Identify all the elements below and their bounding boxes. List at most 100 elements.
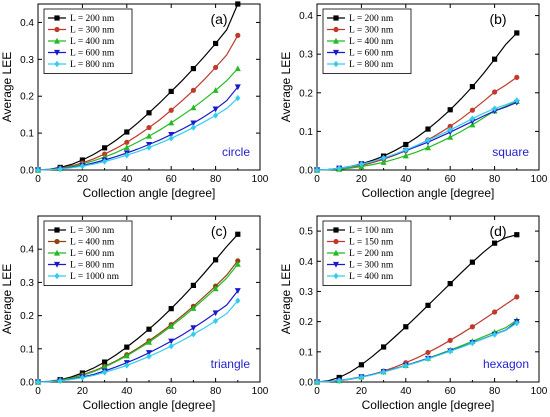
legend: L = 200 nm L = 300 nmL = 400 nm L = 600 nm… <box>43 8 133 74</box>
y-tick-label: 0.0 <box>299 166 313 177</box>
series-group <box>314 319 520 386</box>
series-line <box>316 319 518 383</box>
x-tick-label: 40 <box>121 386 133 397</box>
legend-entry: L = 150 nm <box>349 238 394 248</box>
data-point <box>102 145 108 151</box>
data-point <box>447 133 454 140</box>
data-point <box>358 362 364 368</box>
legend: L = 300 nm L = 400 nmL = 600 nm L = 800 nm… <box>43 220 133 286</box>
y-tick-label: 0.1 <box>20 129 34 140</box>
data-point <box>380 159 387 165</box>
legend-entry: L = 100 nm <box>349 226 394 236</box>
data-point <box>235 231 241 237</box>
legend-entry: L = 200 nm <box>70 14 115 24</box>
data-point <box>403 324 409 330</box>
series-group <box>35 297 241 386</box>
data-point <box>235 258 241 264</box>
data-point <box>146 132 152 139</box>
x-tick-label: 60 <box>166 386 178 397</box>
y-tick-label: 0.3 <box>20 278 34 289</box>
legend-swatch-marker <box>54 49 60 56</box>
data-point <box>213 257 219 263</box>
legend-entry: L = 1000 nm <box>70 272 120 282</box>
y-tick-label: 0.3 <box>299 287 313 298</box>
data-point <box>190 325 197 332</box>
data-point <box>469 84 475 90</box>
data-point <box>425 349 431 356</box>
data-point <box>35 166 41 174</box>
series-group <box>314 97 520 174</box>
data-point <box>469 339 475 347</box>
y-tick-label: 0.2 <box>20 92 34 103</box>
panel-letter: (b) <box>489 11 506 27</box>
data-point <box>190 87 196 93</box>
data-point <box>146 326 152 332</box>
x-tick-label: 100 <box>531 386 548 397</box>
y-tick-label: 0.0 <box>20 378 34 389</box>
data-point <box>146 144 152 151</box>
data-point <box>425 302 431 308</box>
legend-entry: L = 400 nm <box>70 37 115 47</box>
x-tick-label: 60 <box>166 174 178 185</box>
series-line <box>37 290 239 383</box>
data-point <box>403 141 409 148</box>
shape-label: triangle <box>211 357 251 371</box>
series-group <box>314 74 520 173</box>
legend-entry: L = 800 nm <box>70 261 115 271</box>
data-point <box>234 260 241 267</box>
data-point <box>469 259 475 265</box>
legend-entry: L = 400 nm <box>349 272 394 282</box>
data-point <box>314 378 320 386</box>
data-point <box>235 94 241 102</box>
legend-swatch-marker <box>333 238 339 245</box>
data-point <box>314 166 320 174</box>
y-tick-label: 0.4 <box>20 245 34 256</box>
data-point <box>235 32 241 38</box>
data-point <box>469 324 475 330</box>
data-point <box>234 84 241 91</box>
shape-label: hexagon <box>483 357 529 371</box>
series-line <box>37 300 239 383</box>
y-tick-label: 0.1 <box>20 344 34 355</box>
legend-swatch-marker <box>54 249 60 256</box>
y-axis-title: Average LEE <box>279 52 293 123</box>
y-tick-label: 0.2 <box>299 317 313 328</box>
x-tick-label: 40 <box>400 386 412 397</box>
legend-entry: L = 300 nm <box>70 26 115 36</box>
data-point <box>57 377 63 385</box>
series-line <box>316 100 518 171</box>
series-line <box>37 35 239 171</box>
x-tick-label: 80 <box>210 174 222 185</box>
y-tick-label: 0.0 <box>299 378 313 389</box>
x-tick-label: 20 <box>356 174 368 185</box>
legend-swatch-marker <box>333 227 339 233</box>
x-tick-label: 0 <box>35 386 41 397</box>
y-tick-label: 0.4 <box>299 11 313 22</box>
y-tick-label: 0.1 <box>299 347 313 358</box>
data-point <box>101 363 108 370</box>
x-tick-label: 100 <box>252 386 269 397</box>
data-point <box>447 126 453 134</box>
legend-swatch-marker <box>54 261 60 268</box>
data-point <box>168 135 174 142</box>
data-point <box>425 144 431 151</box>
y-tick-label: 0.4 <box>299 257 313 268</box>
data-point <box>190 305 197 311</box>
chart-panel: 0 20 40 60 80 100 0.0 0.1 0.2 0.3 0.4 Collection an… <box>0 215 269 412</box>
data-point <box>168 342 174 350</box>
data-point <box>235 1 241 7</box>
data-point <box>425 137 431 144</box>
data-point <box>514 30 520 36</box>
data-point <box>168 107 174 113</box>
data-point <box>124 129 130 135</box>
y-tick-label: 0.2 <box>299 88 313 99</box>
data-point <box>336 165 342 172</box>
legend-swatch-marker <box>333 261 339 268</box>
panel-letter: (a) <box>210 11 227 27</box>
series-line <box>316 321 518 383</box>
legend-entry: L = 600 nm <box>349 49 394 59</box>
data-point <box>469 115 475 122</box>
data-point <box>168 119 175 126</box>
series-line <box>316 322 518 383</box>
